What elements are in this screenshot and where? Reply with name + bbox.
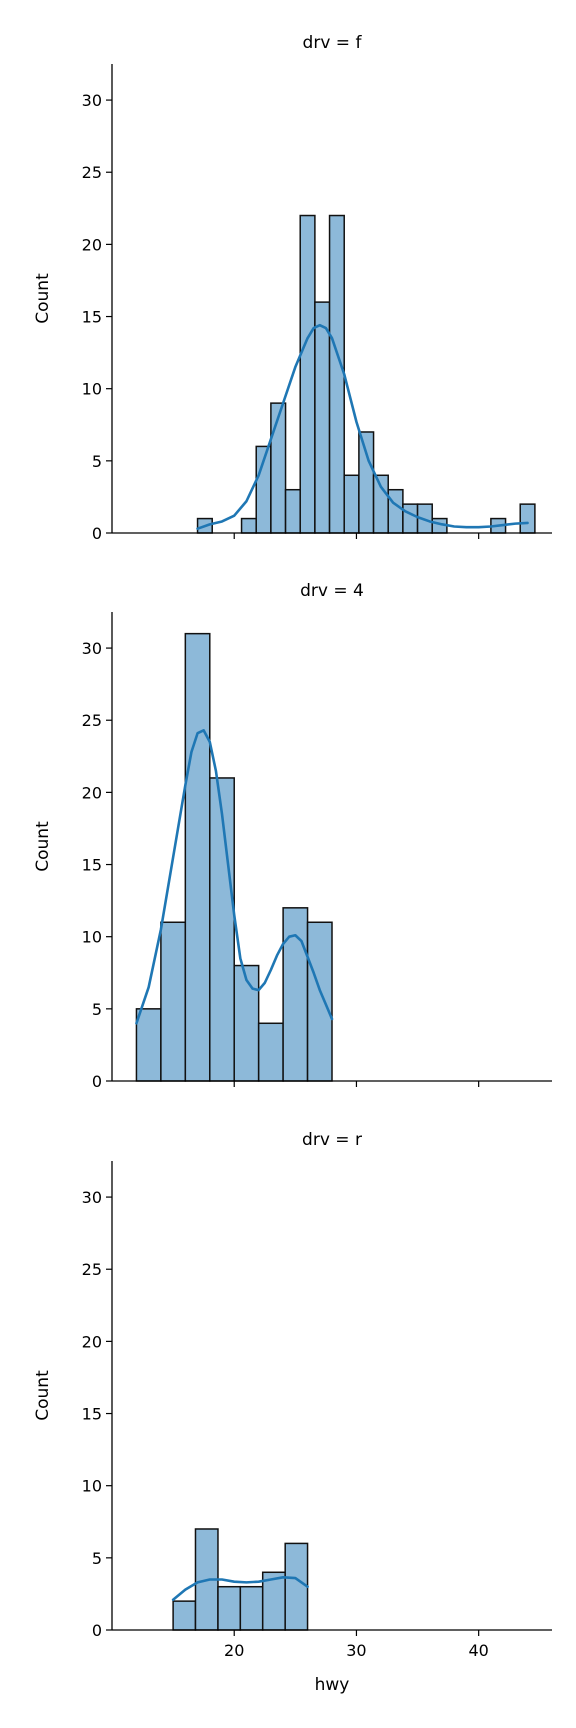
y-tick-label: 25 [82, 163, 102, 182]
y-tick-label: 10 [82, 928, 102, 947]
kde-curve [196, 323, 529, 530]
y-tick-label: 25 [82, 1260, 102, 1279]
y-tick-label: 30 [82, 639, 102, 658]
histogram-bar [282, 907, 309, 1082]
y-axis-label: Count [33, 1370, 53, 1421]
y-tick-label: 5 [92, 1000, 102, 1019]
kde-curve [135, 729, 334, 1025]
kde-curve [171, 1576, 309, 1601]
facet-panel-3: drv = r 0 5 10 15 20 25 30 20 30 40 Count hwy [33, 1130, 552, 1695]
y-tick-label: 20 [82, 235, 102, 254]
histogram-bar [387, 488, 404, 534]
y-axis-label: Count [33, 273, 53, 324]
y-tick-label: 30 [82, 91, 102, 110]
histogram-bar [160, 921, 187, 1082]
y-tick-label: 0 [92, 1621, 102, 1640]
histogram-bar [299, 214, 316, 534]
histogram-bar [257, 1022, 284, 1082]
y-axis-label: Count [33, 821, 53, 872]
histogram-bar [284, 1542, 309, 1631]
y-tick-label: 0 [92, 1072, 102, 1091]
y-tick-label: 15 [82, 308, 102, 327]
histogram-bar [343, 474, 360, 534]
x-axis-label: hwy [315, 1675, 350, 1695]
x-tick-label: 30 [346, 1641, 366, 1660]
x-tick-label: 20 [224, 1641, 244, 1660]
y-tick-label: 25 [82, 711, 102, 730]
facet-panel-1: drv = f 0 5 10 15 20 25 30 Count [33, 33, 552, 543]
x-tick-label: 40 [468, 1641, 488, 1660]
histogram-bar [135, 1008, 162, 1082]
histogram-bar [209, 777, 235, 1082]
y-tick-label: 15 [82, 1405, 102, 1424]
histogram-bar [172, 1600, 197, 1631]
facet-panel-2: drv = 4 0 5 10 15 20 25 30 Count [33, 581, 552, 1091]
histogram-bar [284, 488, 301, 534]
y-tick-label: 20 [82, 1332, 102, 1351]
facet-title: drv = 4 [300, 581, 364, 601]
y-tick-label: 5 [92, 452, 102, 471]
histogram-bar [402, 503, 419, 534]
histogram-bar [314, 301, 331, 534]
histogram-bar [184, 632, 211, 1082]
y-tick-label: 30 [82, 1188, 102, 1207]
y-tick-label: 10 [82, 380, 102, 399]
histogram-bar [233, 964, 260, 1082]
histogram-bar [358, 431, 375, 534]
histogram-bar [306, 921, 333, 1082]
facet-title: drv = f [303, 33, 363, 53]
y-tick-label: 15 [82, 856, 102, 875]
histogram-bar [270, 402, 287, 534]
histogram-bar [240, 517, 257, 534]
histogram-bar [239, 1585, 264, 1631]
facet-title: drv = r [302, 1130, 362, 1150]
histogram-bar [217, 1585, 242, 1631]
y-tick-label: 10 [82, 1477, 102, 1496]
y-tick-label: 0 [92, 524, 102, 543]
histogram-bar [328, 214, 345, 534]
histogram-bar [519, 503, 536, 534]
y-tick-label: 20 [82, 783, 102, 802]
y-tick-label: 5 [92, 1549, 102, 1568]
